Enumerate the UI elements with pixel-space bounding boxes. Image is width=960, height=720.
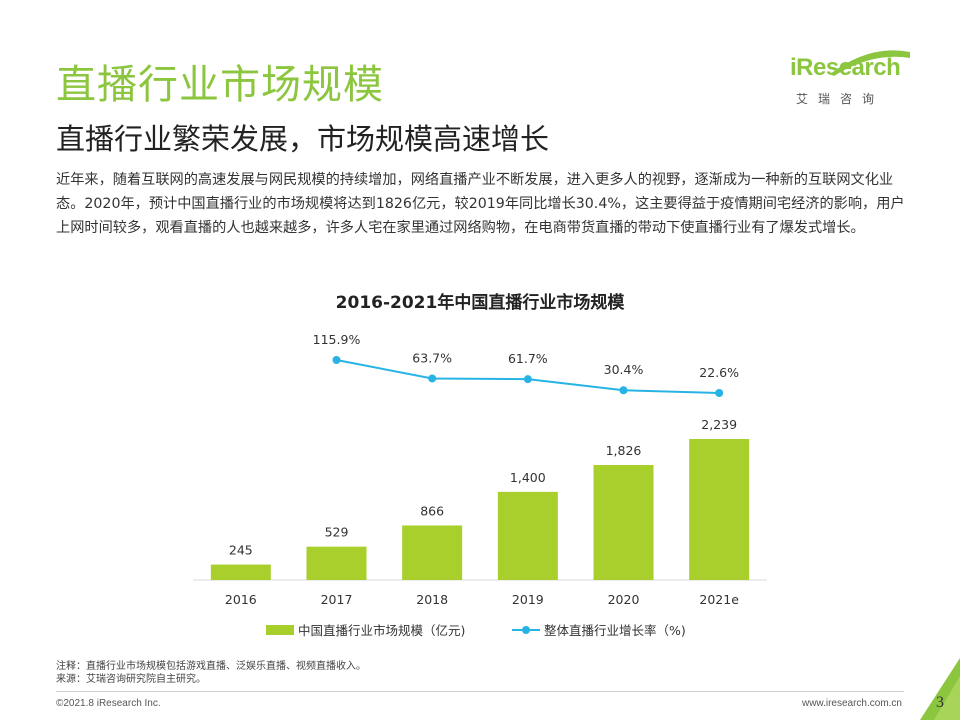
growth-value-label: 30.4% [604, 362, 644, 377]
logo-subtext: 艾瑞咨询 [796, 92, 885, 106]
bar-2016 [210, 564, 271, 580]
growth-value-label: 61.7% [508, 351, 548, 366]
bar-2018 [402, 525, 463, 580]
bar-2020 [593, 465, 654, 580]
growth-point-2020 [619, 386, 628, 395]
iresearch-logo: iResearch 艾瑞咨询 [790, 50, 912, 110]
logo-text: iResearch [790, 54, 901, 81]
growth-point-2021e [715, 389, 724, 397]
footer-divider [56, 691, 904, 692]
x-tick-label: 2021e [699, 592, 739, 607]
chart-title: 2016-2021年中国直播行业市场规模 [335, 293, 625, 313]
bar-2019 [497, 491, 558, 580]
bar-value-label: 2,239 [701, 417, 737, 432]
legend-line-label: 整体直播行业增长率（%) [544, 623, 686, 638]
page-number: 3 [936, 694, 944, 711]
page-title: 直播行业市场规模 [56, 62, 384, 108]
growth-value-label: 115.9% [313, 332, 361, 347]
growth-point-2019 [523, 375, 532, 384]
page-subtitle: 直播行业繁荣发展，市场规模高速增长 [56, 122, 550, 156]
page-corner-icon [920, 658, 960, 720]
bar-value-label: 866 [420, 503, 444, 518]
footer-copyright: ©2021.8 iResearch Inc. [56, 698, 161, 709]
bar-value-label: 1,826 [606, 443, 642, 458]
legend-line-swatch [512, 625, 540, 635]
footnotes: 注释：直播行业市场规模包括游戏直播、泛娱乐直播、视频直播收入。 来源：艾瑞咨询研… [56, 660, 366, 686]
footer-url: www.iresearch.com.cn [801, 698, 902, 709]
x-tick-label: 2020 [608, 592, 640, 607]
x-tick-label: 2018 [416, 592, 448, 607]
growth-point-2018 [428, 374, 437, 383]
intro-paragraph: 近年来，随着互联网的高速发展与网民规模的持续增加，网络直播产业不断发展，进入更多… [56, 172, 905, 236]
x-tick-label: 2016 [225, 592, 257, 607]
logo-arc-icon [830, 50, 910, 76]
legend-item-line: 整体直播行业增长率（%) [512, 620, 686, 639]
growth-point-2017 [332, 356, 341, 364]
legend-bar-swatch [266, 624, 294, 635]
legend-item-bars: 中国直播行业市场规模（亿元) [266, 620, 465, 639]
bar-value-label: 245 [229, 543, 253, 558]
growth-value-label: 22.6% [699, 365, 739, 380]
legend-bar-label: 中国直播行业市场规模（亿元) [298, 623, 466, 638]
x-tick-label: 2017 [321, 592, 353, 607]
bar-value-label: 529 [325, 525, 349, 540]
note-text: 注释：直播行业市场规模包括游戏直播、泛娱乐直播、视频直播收入。 [56, 661, 366, 672]
source-text: 来源：艾瑞咨询研究院自主研究。 [56, 674, 206, 685]
x-tick-label: 2019 [512, 592, 544, 607]
chart-canvas: 245 2016 529 2017 866 2018 1,400 2019 1,826 2020 2… [193, 332, 767, 607]
bar-2017 [306, 546, 367, 580]
bar-2021e [689, 439, 750, 580]
bar-value-label: 1,400 [510, 470, 546, 485]
growth-value-label: 63.7% [412, 350, 452, 365]
